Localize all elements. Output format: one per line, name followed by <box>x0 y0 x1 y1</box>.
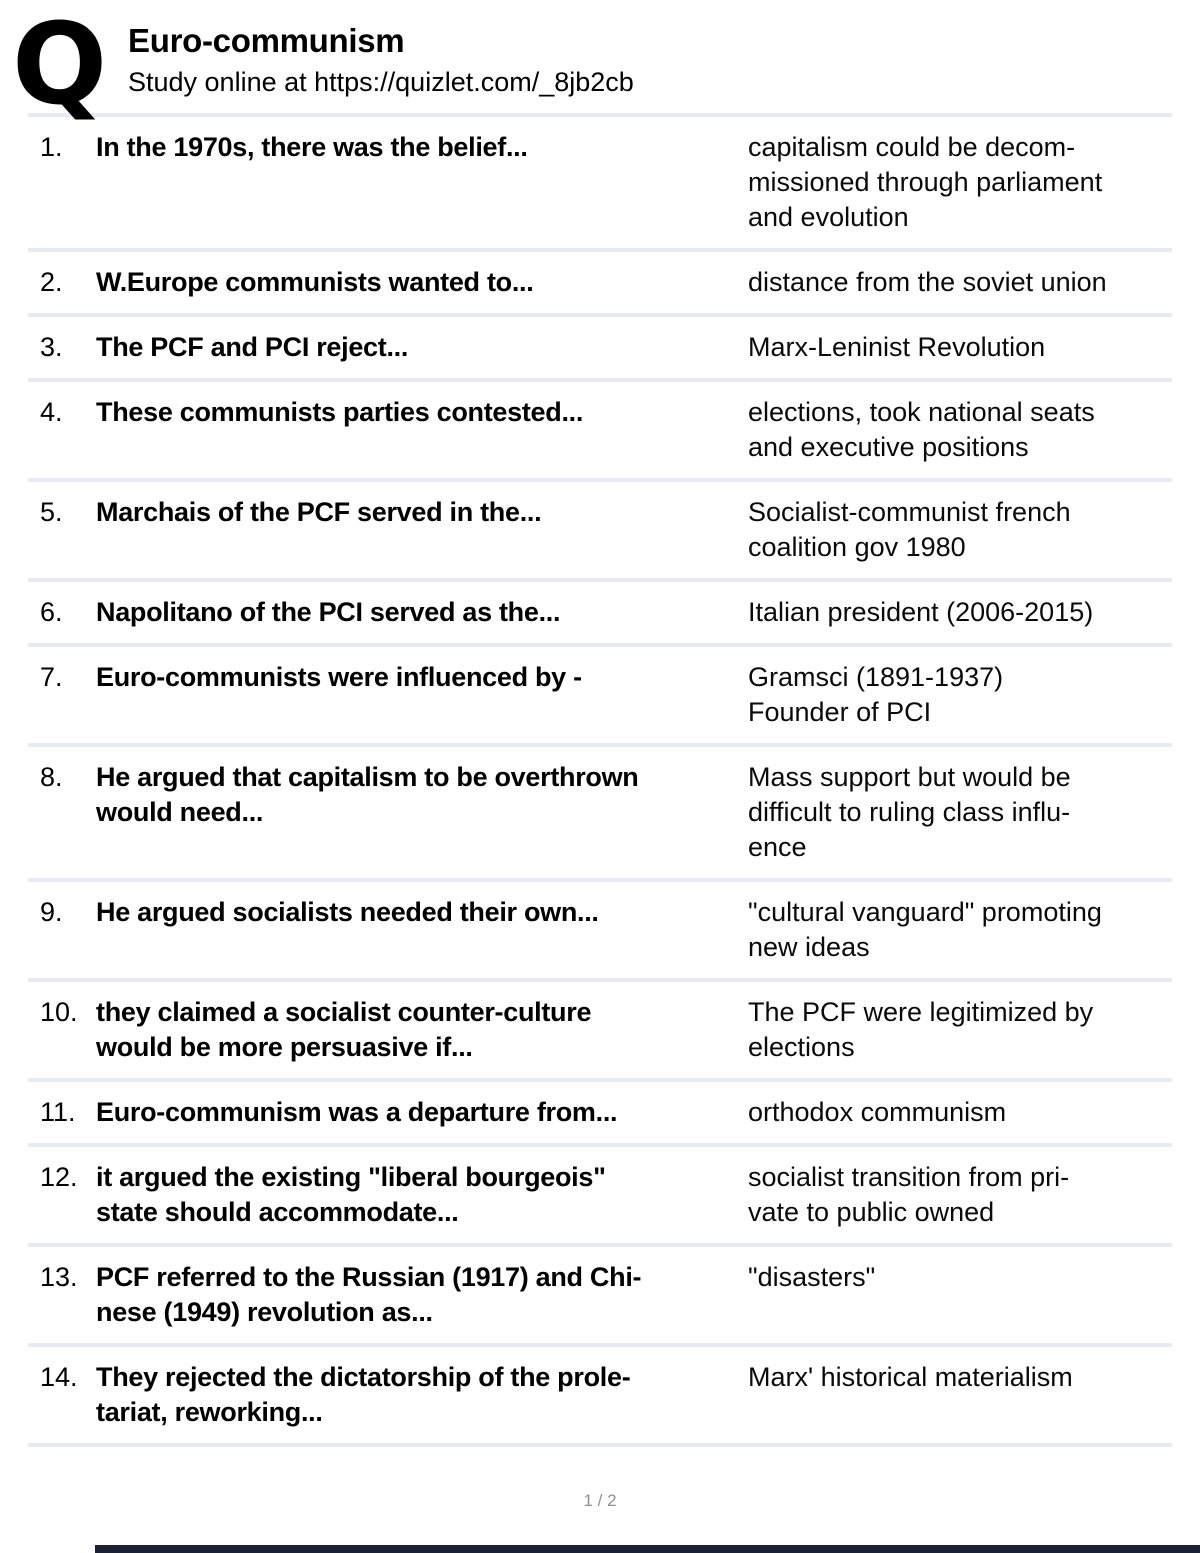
card-number: 6. <box>40 597 63 627</box>
card-row: 11. Euro-communism was a departure from.… <box>28 1078 1172 1143</box>
card-question: it argued the existing "liberal bourgeoi… <box>96 1162 606 1227</box>
title-block: Euro-communism Study online at https://q… <box>128 22 634 99</box>
card-row: 10. they claimed a socialist counter-cul… <box>28 978 1172 1078</box>
card-answer: Marx-Leninist Revolution <box>748 332 1046 362</box>
card-number: 2. <box>40 267 63 297</box>
card-row: 2. W.Europe communists wanted to... dist… <box>28 248 1172 313</box>
card-answer: Gramsci (1891-1937) Founder of PCI <box>748 662 1004 727</box>
card-row: 13. PCF referred to the Russian (1917) a… <box>28 1243 1172 1343</box>
card-question: The PCF and PCI reject... <box>96 332 409 362</box>
card-question: Marchais of the PCF served in the... <box>96 497 542 527</box>
card-answer: elections, took national seats and execu… <box>748 397 1095 462</box>
card-row: 7. Euro-communists were influenced by - … <box>28 643 1172 743</box>
card-number: 13. <box>40 1262 78 1292</box>
card-question: They rejected the dictatorship of the pr… <box>96 1362 631 1427</box>
card-answer: distance from the soviet union <box>748 267 1107 297</box>
card-number: 12. <box>40 1162 78 1192</box>
bottom-divider <box>28 1443 1172 1447</box>
card-row: 1. In the 1970s, there was the belief...… <box>28 113 1172 248</box>
card-row: 6. Napolitano of the PCI served as the..… <box>28 578 1172 643</box>
card-answer: "cultural vanguard" promoting new ideas <box>748 897 1102 962</box>
card-row: 9. He argued socialists needed their own… <box>28 878 1172 978</box>
card-number: 8. <box>40 762 63 792</box>
card-number: 5. <box>40 497 63 527</box>
card-answer: Mass support but would be difficult to r… <box>748 762 1071 862</box>
card-row: 14. They rejected the dictatorship of th… <box>28 1343 1172 1443</box>
page-header: Q Euro-communism Study online at https:/… <box>0 0 1200 130</box>
flashcard-list: 1. In the 1970s, there was the belief...… <box>0 113 1200 1443</box>
card-question: they claimed a socialist counter-culture… <box>96 997 592 1062</box>
card-question: He argued that capitalism to be overthro… <box>96 762 639 827</box>
card-number: 7. <box>40 662 63 692</box>
study-online-link[interactable]: Study online at https://quizlet.com/_8jb… <box>128 67 634 97</box>
card-row: 3. The PCF and PCI reject... Marx-Lenini… <box>28 313 1172 378</box>
card-answer: Italian president (2006-2015) <box>748 597 1094 627</box>
card-row: 12. it argued the existing "liberal bour… <box>28 1143 1172 1243</box>
card-answer: capitalism could be decom- missioned thr… <box>748 132 1103 232</box>
card-row: 5. Marchais of the PCF served in the... … <box>28 478 1172 578</box>
card-answer: orthodox communism <box>748 1097 1007 1127</box>
bottom-edge-bar <box>95 1545 1200 1553</box>
card-question: He argued socialists needed their own... <box>96 897 599 927</box>
card-answer: "disasters" <box>748 1262 876 1292</box>
card-question: W.Europe communists wanted to... <box>96 267 534 297</box>
page-number: 1 / 2 <box>583 1491 617 1510</box>
card-question: PCF referred to the Russian (1917) and C… <box>96 1262 642 1327</box>
card-row: 4. These communists parties contested...… <box>28 378 1172 478</box>
card-question: Napolitano of the PCI served as the... <box>96 597 561 627</box>
card-question: In the 1970s, there was the belief... <box>96 132 528 162</box>
card-number: 14. <box>40 1362 78 1392</box>
card-question: These communists parties contested... <box>96 397 584 427</box>
card-number: 4. <box>40 397 63 427</box>
card-question: Euro-communists were influenced by - <box>96 662 582 692</box>
card-answer: The PCF were legitimized by elections <box>748 997 1094 1062</box>
card-row: 8. He argued that capitalism to be overt… <box>28 743 1172 878</box>
card-number: 3. <box>40 332 63 362</box>
card-number: 10. <box>40 997 78 1027</box>
quizlet-logo-icon: Q <box>12 0 107 130</box>
card-question: Euro-communism was a departure from... <box>96 1097 618 1127</box>
card-number: 1. <box>40 132 63 162</box>
card-answer: Marx' historical materialism <box>748 1362 1073 1392</box>
card-answer: Socialist-communist french coalition gov… <box>748 497 1071 562</box>
card-answer: socialist transition from pri- vate to p… <box>748 1162 1070 1227</box>
card-number: 9. <box>40 897 63 927</box>
card-number: 11. <box>40 1097 76 1127</box>
page-title: Euro-communism <box>128 22 405 59</box>
